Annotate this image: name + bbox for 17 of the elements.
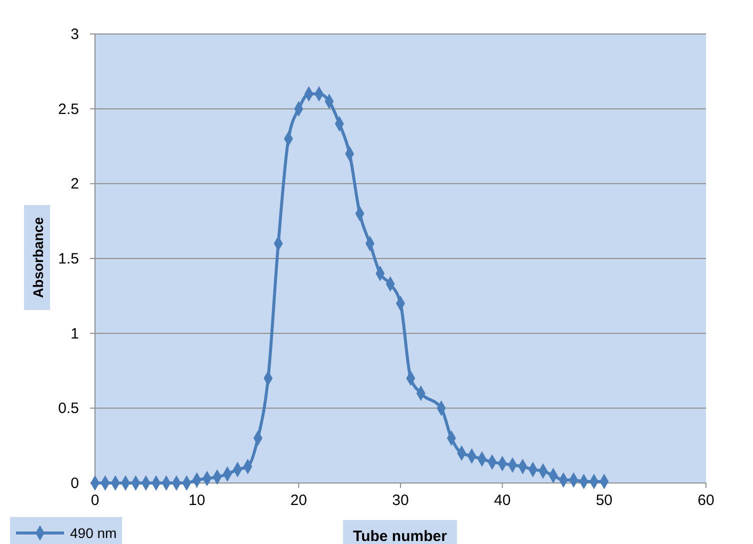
y-tick-label: 0: [70, 475, 79, 492]
y-tick-label: 0.5: [58, 400, 79, 418]
y-axis-title: Absorbance: [30, 216, 46, 298]
y-tick-label: 1: [70, 325, 79, 342]
y-tick-label: 2: [70, 176, 79, 193]
x-axis-title: Tube number: [353, 528, 448, 544]
x-tick-label: 20: [290, 492, 308, 509]
x-tick-label: 40: [494, 492, 511, 509]
x-tick-label: 10: [188, 492, 206, 509]
x-tick-label: 30: [392, 492, 409, 509]
x-tick-label: 60: [698, 492, 714, 509]
x-tick-label: 0: [90, 492, 100, 509]
legend-label: 490 nm: [70, 525, 117, 541]
y-tick-label: 1.5: [58, 250, 79, 268]
x-tick-label: 50: [596, 492, 613, 509]
y-tick-label: 3: [70, 26, 79, 43]
y-tick-label: 2.5: [58, 100, 79, 118]
